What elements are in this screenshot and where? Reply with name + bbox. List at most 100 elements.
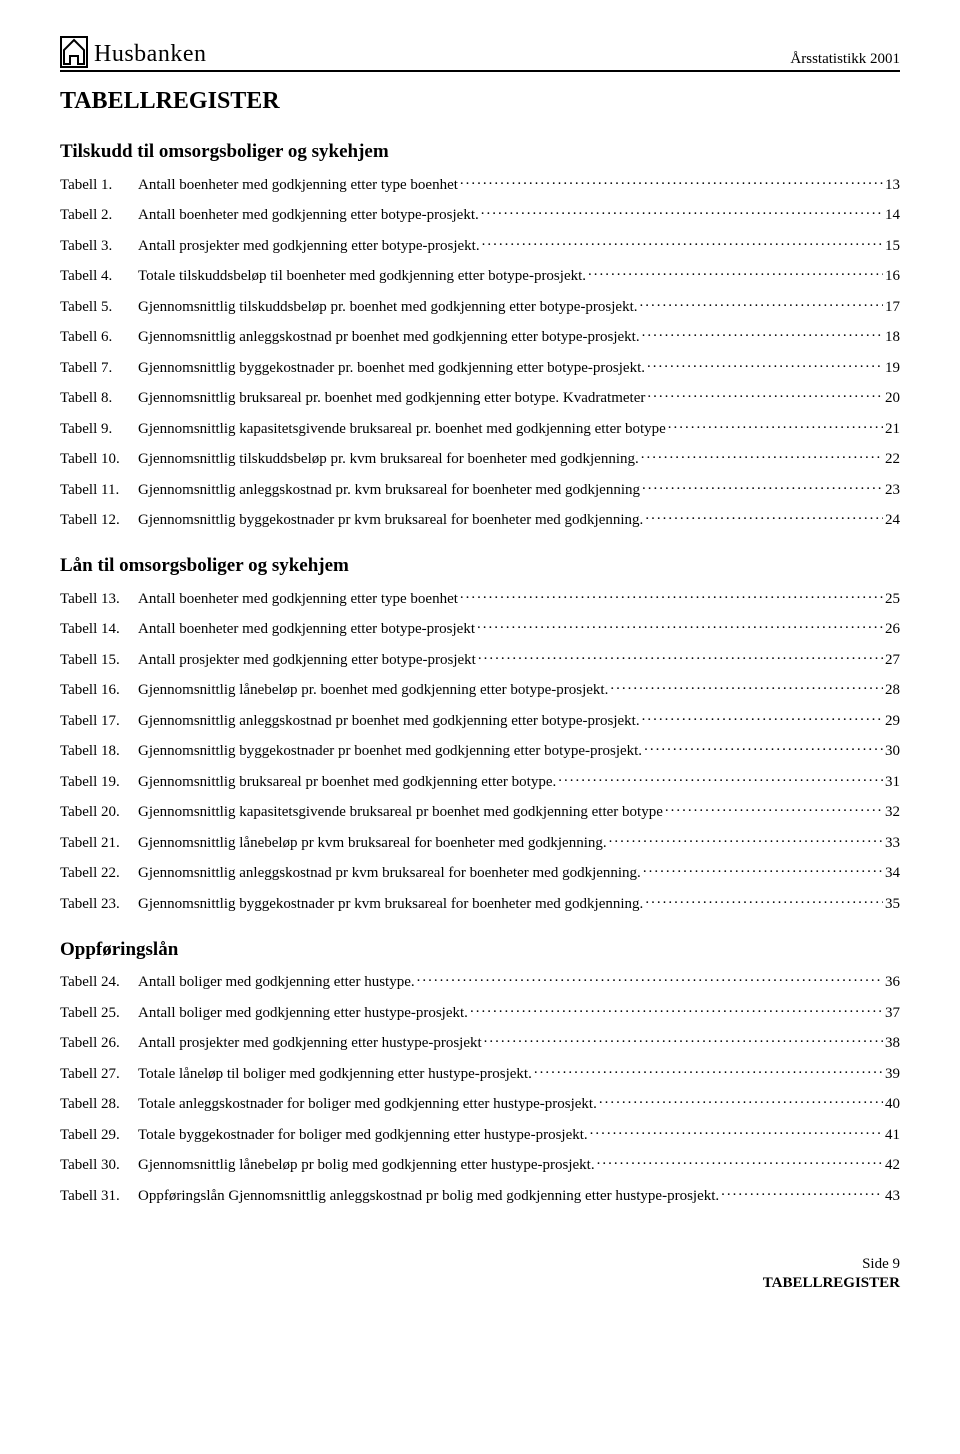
toc-description: Gjennomsnittlig bruksareal pr boenhet me… (138, 774, 558, 791)
toc-label: Tabell 15. (60, 652, 138, 669)
toc-leader-dots (609, 832, 883, 847)
toc-leader-dots (470, 1002, 883, 1017)
toc-page-number: 26 (883, 621, 900, 638)
toc-description: Antall prosjekter med godkjenning etter … (138, 238, 482, 255)
toc-page-number: 15 (883, 238, 900, 255)
toc-label: Tabell 28. (60, 1096, 138, 1113)
toc-row: Tabell 21.Gjennomsnittlig lånebeløp pr k… (60, 832, 900, 852)
toc-page-number: 23 (883, 482, 900, 499)
header-subtitle: Årsstatistikk 2001 (790, 51, 900, 68)
toc-leader-dots (640, 296, 883, 311)
toc-label: Tabell 20. (60, 804, 138, 821)
toc-leader-dots (590, 1124, 883, 1139)
footer-page-number: Side 9 (60, 1255, 900, 1275)
toc-label: Tabell 3. (60, 238, 138, 255)
page-footer: Side 9 TABELLREGISTER (60, 1255, 900, 1294)
toc-page-number: 43 (883, 1188, 900, 1205)
toc-leader-dots (460, 588, 883, 603)
toc-leader-dots (643, 862, 883, 877)
toc-row: Tabell 12.Gjennomsnittlig byggekostnader… (60, 509, 900, 529)
toc-label: Tabell 9. (60, 421, 138, 438)
page-header: Husbanken Årsstatistikk 2001 (60, 36, 900, 72)
toc-row: Tabell 17.Gjennomsnittlig anleggskostnad… (60, 710, 900, 730)
toc-description: Gjennomsnittlig kapasitetsgivende bruksa… (138, 804, 665, 821)
toc-page-number: 33 (883, 835, 900, 852)
toc-leader-dots (645, 893, 883, 908)
toc-leader-dots (641, 448, 883, 463)
toc-page-number: 29 (883, 713, 900, 730)
toc-description: Antall prosjekter med godkjenning etter … (138, 1035, 484, 1052)
toc-page-number: 28 (883, 682, 900, 699)
toc-description: Gjennomsnittlig bruksareal pr. boenhet m… (138, 390, 647, 407)
toc-label: Tabell 30. (60, 1157, 138, 1174)
toc-page-number: 41 (883, 1127, 900, 1144)
toc-row: Tabell 30.Gjennomsnittlig lånebeløp pr b… (60, 1154, 900, 1174)
toc-description: Antall prosjekter med godkjenning etter … (138, 652, 478, 669)
toc-row: Tabell 11.Gjennomsnittlig anleggskostnad… (60, 479, 900, 499)
toc-row: Tabell 3.Antall prosjekter med godkjenni… (60, 235, 900, 255)
toc-label: Tabell 27. (60, 1066, 138, 1083)
brand-name: Husbanken (94, 41, 206, 68)
toc-row: Tabell 7.Gjennomsnittlig byggekostnader … (60, 357, 900, 377)
toc-label: Tabell 26. (60, 1035, 138, 1052)
toc-label: Tabell 10. (60, 451, 138, 468)
toc-leader-dots (588, 265, 883, 280)
section-title: Tilskudd til omsorgsboliger og sykehjem (60, 141, 900, 163)
toc-page-number: 18 (883, 329, 900, 346)
toc-description: Gjennomsnittlig lånebeløp pr. boenhet me… (138, 682, 610, 699)
toc-leader-dots (599, 1093, 883, 1108)
toc-page-number: 35 (883, 896, 900, 913)
toc-page-number: 22 (883, 451, 900, 468)
toc-leader-dots (647, 357, 883, 372)
toc-label: Tabell 12. (60, 512, 138, 529)
toc-leader-dots (642, 710, 883, 725)
toc-label: Tabell 16. (60, 682, 138, 699)
toc-description: Antall boenheter med godkjenning etter b… (138, 621, 477, 638)
footer-title: TABELLREGISTER (763, 1275, 900, 1291)
toc-label: Tabell 24. (60, 974, 138, 991)
toc-row: Tabell 2.Antall boenheter med godkjennin… (60, 204, 900, 224)
toc-row: Tabell 24.Antall boliger med godkjenning… (60, 971, 900, 991)
toc-description: Gjennomsnittlig anleggskostnad pr boenhe… (138, 329, 642, 346)
toc-label: Tabell 8. (60, 390, 138, 407)
toc-page-number: 21 (883, 421, 900, 438)
toc-page-number: 39 (883, 1066, 900, 1083)
toc-description: Gjennomsnittlig byggekostnader pr kvm br… (138, 896, 645, 913)
toc-page-number: 36 (883, 974, 900, 991)
toc-description: Gjennomsnittlig kapasitetsgivende bruksa… (138, 421, 668, 438)
toc-row: Tabell 6.Gjennomsnittlig anleggskostnad … (60, 326, 900, 346)
toc-label: Tabell 1. (60, 177, 138, 194)
toc-description: Gjennomsnittlig byggekostnader pr. boenh… (138, 360, 647, 377)
toc-leader-dots (597, 1154, 883, 1169)
toc-row: Tabell 4.Totale tilskuddsbeløp til boenh… (60, 265, 900, 285)
toc-row: Tabell 27.Totale låneløp til boliger med… (60, 1063, 900, 1083)
toc-leader-dots (647, 387, 883, 402)
toc-leader-dots (642, 479, 883, 494)
toc-label: Tabell 31. (60, 1188, 138, 1205)
toc-leader-dots (477, 618, 883, 633)
toc-row: Tabell 14.Antall boenheter med godkjenni… (60, 618, 900, 638)
toc-page-number: 24 (883, 512, 900, 529)
toc-row: Tabell 29.Totale byggekostnader for boli… (60, 1124, 900, 1144)
toc-description: Antall boliger med godkjenning etter hus… (138, 1005, 470, 1022)
section-title: Lån til omsorgsboliger og sykehjem (60, 555, 900, 577)
toc-page-number: 30 (883, 743, 900, 760)
toc-leader-dots (645, 509, 883, 524)
section-title: Oppføringslån (60, 939, 900, 961)
toc-leader-dots (558, 771, 883, 786)
toc-label: Tabell 5. (60, 299, 138, 316)
toc-description: Antall boenheter med godkjenning etter t… (138, 177, 460, 194)
toc-description: Totale byggekostnader for boliger med go… (138, 1127, 590, 1144)
toc-description: Gjennomsnittlig lånebeløp pr kvm bruksar… (138, 835, 609, 852)
toc-leader-dots (668, 418, 883, 433)
toc-description: Totale låneløp til boliger med godkjenni… (138, 1066, 534, 1083)
toc-label: Tabell 4. (60, 268, 138, 285)
toc-label: Tabell 29. (60, 1127, 138, 1144)
toc-row: Tabell 20.Gjennomsnittlig kapasitetsgive… (60, 801, 900, 821)
toc-leader-dots (482, 235, 883, 250)
toc-description: Antall boenheter med godkjenning etter b… (138, 207, 481, 224)
toc-row: Tabell 13.Antall boenheter med godkjenni… (60, 588, 900, 608)
toc-row: Tabell 31.Oppføringslån Gjennomsnittlig … (60, 1185, 900, 1205)
toc-label: Tabell 2. (60, 207, 138, 224)
toc-label: Tabell 11. (60, 482, 138, 499)
